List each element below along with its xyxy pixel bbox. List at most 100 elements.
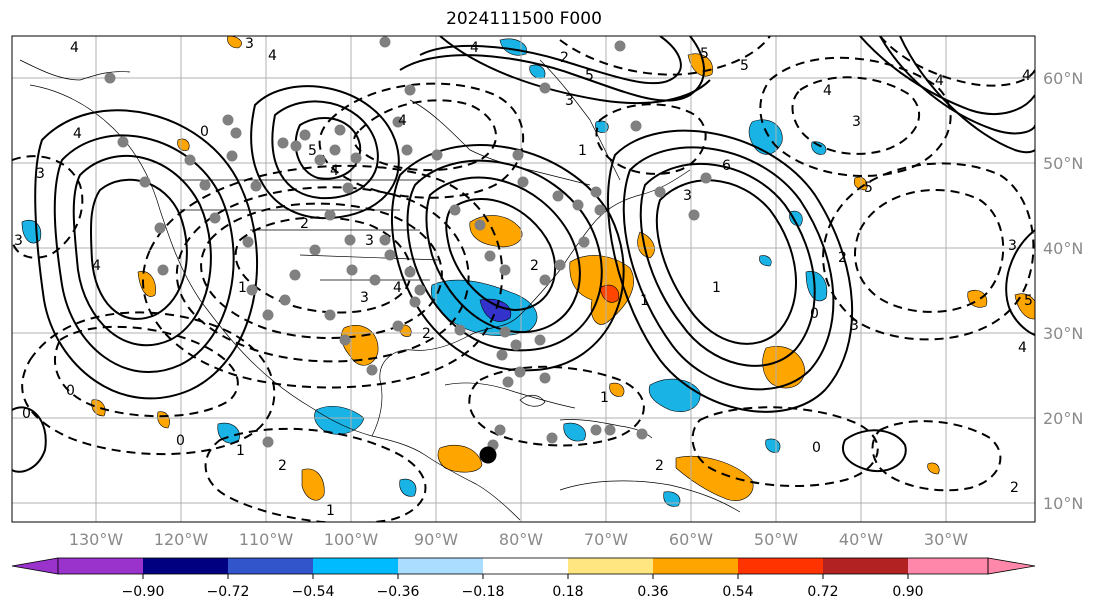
colorbar-extend-high [987, 557, 1036, 575]
station-marker [512, 149, 524, 161]
lon-label: 110°W [239, 530, 294, 549]
contour-label: 4 [268, 48, 277, 64]
station-marker [342, 182, 354, 194]
station-marker [324, 309, 336, 321]
contour-label: 5 [585, 68, 594, 84]
colorbar-tick-label: −0.18 [462, 584, 505, 600]
colorbar-tick-label: −0.36 [377, 584, 420, 600]
lon-label: 90°W [414, 530, 458, 549]
contour-label: 3 [360, 290, 369, 306]
station-marker [334, 124, 346, 136]
station-marker [449, 204, 461, 216]
contour-label: 4 [393, 280, 402, 296]
colorbar: −0.90 −0.72 −0.54 −0.36 −0.18 0.18 0.36 … [11, 557, 1036, 600]
station-marker [590, 186, 602, 198]
station-marker [339, 334, 351, 346]
station-marker [289, 269, 301, 281]
contour-label: 3 [14, 233, 23, 249]
colorbar-bin [398, 558, 483, 574]
station-marker [314, 154, 326, 166]
station-marker [636, 428, 648, 440]
lat-label: 60°N [1043, 69, 1083, 88]
station-marker [404, 84, 416, 96]
colorbar-bin [313, 558, 398, 574]
contour-label: 2 [530, 258, 539, 274]
station-marker [499, 264, 511, 276]
station-marker [392, 116, 404, 128]
lon-label: 50°W [754, 530, 798, 549]
lon-label: 130°W [69, 530, 124, 549]
station-marker [572, 199, 584, 211]
contour-label: 3 [850, 318, 859, 334]
colorbar-bin [58, 558, 143, 574]
station-marker [546, 432, 558, 444]
station-marker [484, 250, 496, 262]
contour-label: 1 [600, 390, 609, 406]
solid-contours [12, 36, 1035, 473]
contour-label: 2 [300, 216, 309, 232]
contour-label: 0 [200, 124, 209, 140]
lat-label: 40°N [1043, 239, 1083, 258]
coastlines [19, 59, 741, 521]
station-marker [414, 284, 426, 296]
contour-label: 2 [278, 458, 287, 474]
contour-label: 3 [683, 188, 692, 204]
station-marker [401, 144, 413, 156]
contour-label: 2 [655, 458, 664, 474]
contour-label: 1 [238, 280, 247, 296]
contour-label: 3 [565, 93, 574, 109]
contour-label: 3 [245, 36, 254, 52]
contour-label: 0 [176, 433, 185, 449]
contour-label: 4 [73, 126, 82, 142]
contour-label: 3 [1008, 238, 1017, 254]
contour-label: 6 [722, 158, 731, 174]
lon-label: 40°W [839, 530, 883, 549]
station-marker [262, 309, 274, 321]
station-marker [209, 212, 221, 224]
station-marker [534, 334, 546, 346]
colorbar-tick-label: −0.90 [122, 584, 165, 600]
lat-label: 20°N [1043, 409, 1083, 428]
station-marker [117, 136, 129, 148]
station-marker [474, 219, 486, 231]
contour-label: 4 [470, 40, 479, 56]
contour-label: 5 [308, 143, 317, 159]
station-marker [499, 326, 511, 338]
station-marker [654, 186, 666, 198]
station-marker [604, 424, 616, 436]
station-marker [594, 204, 606, 216]
station-marker [279, 294, 291, 306]
station-marker [157, 264, 169, 276]
station-marker [379, 36, 391, 48]
colorbar-bin [653, 558, 738, 574]
station-marker [299, 129, 311, 141]
station-marker [329, 144, 341, 156]
colorbar-bin [568, 558, 653, 574]
colorbar-bin [738, 558, 823, 574]
dashed-contours [12, 36, 1035, 522]
contour-label: 4 [1018, 340, 1027, 356]
station-marker [552, 190, 564, 202]
station-marker [226, 150, 238, 162]
contour-label: 0 [22, 406, 31, 422]
station-marker [384, 249, 396, 261]
station-marker [250, 180, 262, 192]
longitude-labels: 130°W 120°W 110°W 100°W 90°W 80°W 70°W 6… [69, 530, 968, 549]
lat-label: 50°N [1043, 154, 1083, 173]
station-marker [369, 274, 381, 286]
station-marker [517, 176, 529, 188]
contour-label: 5 [1024, 293, 1033, 309]
station-marker [262, 436, 274, 448]
colorbar-bin [143, 558, 228, 574]
station-marker [578, 236, 590, 248]
map-frame [11, 35, 1036, 523]
contour-label: 5 [864, 180, 873, 196]
station-marker [700, 172, 712, 184]
station-marker [230, 127, 242, 139]
colorbar-tick-label: 0.18 [552, 584, 583, 600]
lon-label: 30°W [924, 530, 968, 549]
contour-label: 3 [852, 114, 861, 130]
colorbar-tick-label: 0.36 [637, 584, 668, 600]
map-plot-area: 4 3 4 0 5 4 3 4 3 4 3 2 0 1 2 1 4 4 5 3 … [12, 36, 1035, 522]
